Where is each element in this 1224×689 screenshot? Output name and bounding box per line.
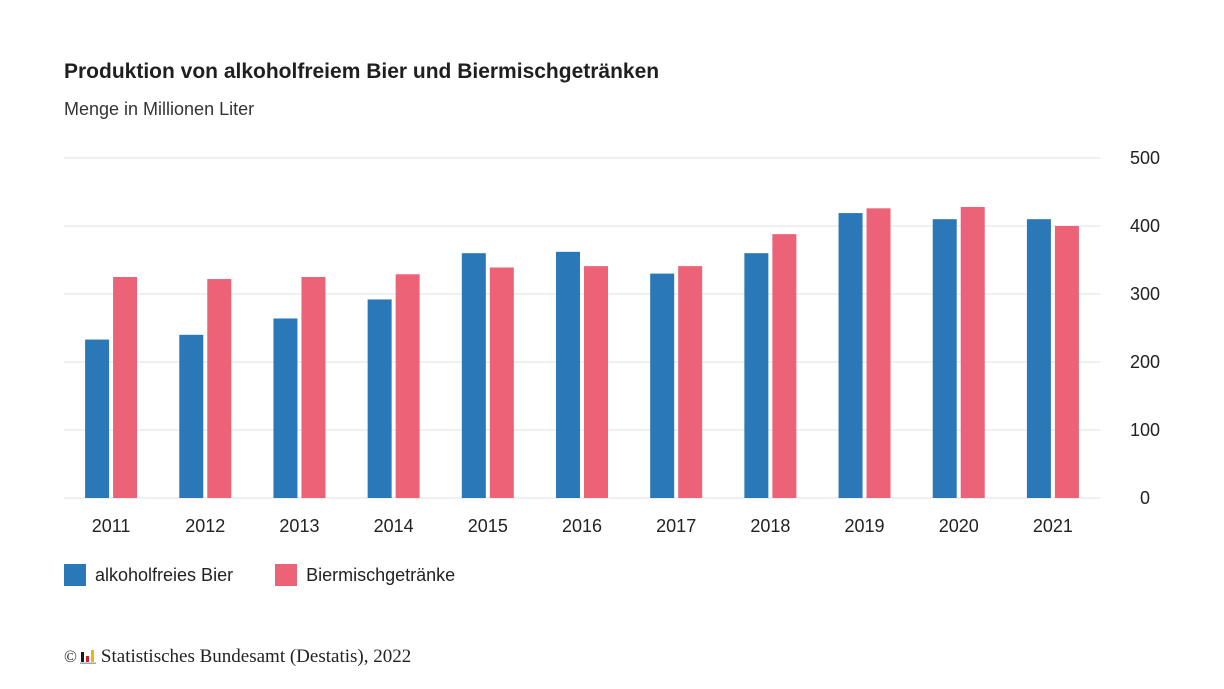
x-tick-label: 2012 (185, 516, 225, 536)
bar-series-1 (838, 213, 863, 498)
x-tick-label: 2019 (845, 516, 885, 536)
chart-subtitle: Menge in Millionen Liter (64, 99, 255, 119)
y-tick-label: 400 (1130, 216, 1160, 236)
x-tick-label: 2018 (750, 516, 790, 536)
y-tick-label: 500 (1130, 148, 1160, 168)
x-tick-label: 2015 (468, 516, 508, 536)
bar-series-1 (556, 251, 580, 498)
source-note: © Statistisches Bundesamt (Destatis), 20… (64, 646, 411, 668)
bar-series-2 (113, 277, 138, 498)
bar-series-2 (960, 206, 985, 498)
x-tick-label: 2016 (562, 516, 602, 536)
bar-series-1 (650, 273, 675, 498)
bar-series-2 (301, 277, 326, 498)
legend-label-series-1: alkoholfreies Bier (95, 564, 234, 585)
bar-series-1 (179, 334, 204, 498)
y-tick-label: 300 (1130, 284, 1160, 304)
destatis-logo-icon (79, 650, 96, 664)
bar-series-2 (1054, 226, 1079, 498)
source-text: Statistisches Bundesamt (Destatis), 2022 (100, 646, 412, 667)
bar-series-1 (932, 219, 957, 498)
legend-label-series-2: Biermischgetränke (306, 564, 456, 585)
legend: alkoholfreies Bier Biermischgetränke (64, 564, 497, 586)
y-tick-label: 100 (1130, 420, 1160, 440)
legend-item-series-1: alkoholfreies Bier (64, 564, 233, 586)
bar-series-1 (744, 253, 769, 498)
y-tick-label: 200 (1130, 352, 1160, 372)
x-tick-label: 2020 (939, 516, 979, 536)
bar-series-2 (678, 266, 703, 498)
x-tick-label: 2014 (374, 516, 414, 536)
y-tick-label: 0 (1140, 488, 1150, 508)
chart-title: Produktion von alkoholfreiem Bier und Bi… (64, 60, 660, 83)
bar-series-1 (367, 299, 392, 498)
bar-series-1 (273, 318, 298, 498)
x-tick-label: 2011 (92, 516, 131, 536)
bar-series-1 (85, 339, 110, 498)
bar-series-2 (395, 274, 420, 498)
legend-swatch-series-1 (64, 564, 86, 586)
x-tick-label: 2017 (656, 516, 696, 536)
x-tick-label: 2021 (1033, 516, 1073, 536)
bar-series-2 (772, 234, 797, 498)
bar-series-2 (489, 267, 514, 498)
bar-series-2 (584, 266, 608, 498)
bar-series-1 (461, 253, 486, 498)
copyright-symbol: © (64, 647, 77, 666)
x-tick-label: 2013 (279, 516, 319, 536)
bar-series-1 (1026, 219, 1051, 498)
bar-series-2 (866, 208, 891, 498)
legend-swatch-series-2 (275, 564, 298, 586)
bar-series-2 (207, 279, 232, 498)
legend-item-series-2: Biermischgetränke (275, 564, 455, 586)
